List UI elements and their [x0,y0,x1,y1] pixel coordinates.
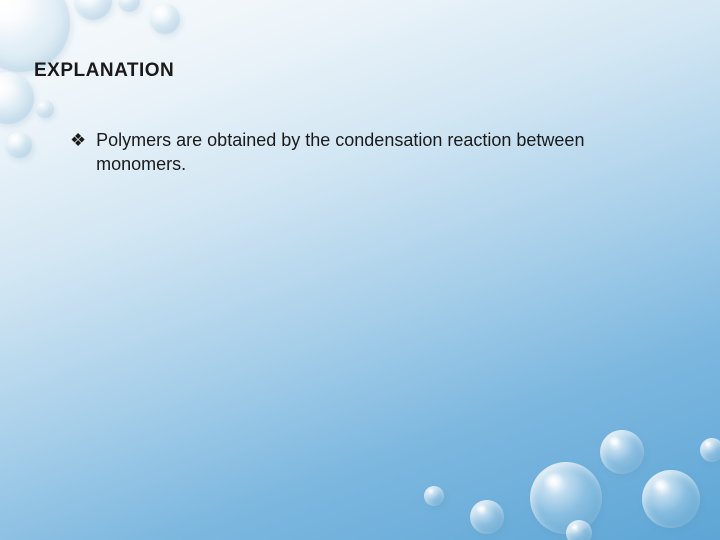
water-drop-icon [36,100,54,118]
water-drop-icon [530,462,602,534]
water-drop-icon [700,438,720,462]
list-item: ❖ Polymers are obtained by the condensat… [70,128,660,177]
water-drop-icon [150,4,180,34]
water-drop-icon [600,430,644,474]
list-item-text: Polymers are obtained by the condensatio… [96,128,660,177]
diamond-bullet-icon: ❖ [70,128,86,152]
water-drop-icon [6,132,32,158]
water-drop-icon [118,0,140,12]
water-drop-icon [74,0,112,20]
water-drop-icon [566,520,592,540]
slide-heading: EXPLANATION [34,60,174,82]
water-drop-icon [642,470,700,528]
water-drop-icon [424,486,444,506]
water-drop-icon [470,500,504,534]
slide-body: ❖ Polymers are obtained by the condensat… [70,128,660,177]
slide: EXPLANATION ❖ Polymers are obtained by t… [0,0,720,540]
water-drop-icon [0,72,34,124]
